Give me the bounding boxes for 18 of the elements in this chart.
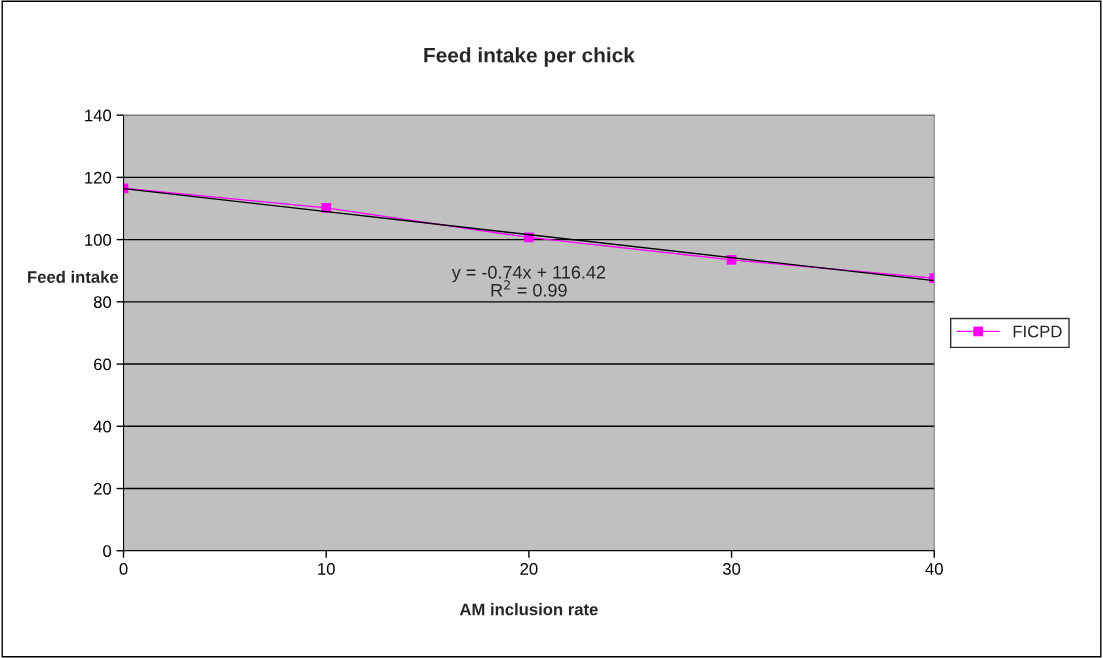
y-tick-label: 20 [94,482,112,495]
y-tick-label: 120 [85,171,112,184]
annotation: y = -0.74x + 116.42 R$^{2}$ = 0.99 [451,265,606,297]
chart-title: Feed intake per chick [424,47,635,67]
x-axis-title: AM inclusion rate [459,603,598,616]
y-tick-label: 80 [93,296,112,309]
y-tick-label: 60 [94,358,112,371]
y-axis-title: Feed intake [28,270,119,283]
y-tick-label: 0 [103,545,112,557]
x-tick-label: 10 [318,562,335,575]
legend-label: FICPD [1013,325,1062,338]
y-tick-label: 100 [85,234,112,246]
y-tick-label: 140 [85,109,112,122]
x-tick-label: 40 [925,562,943,575]
x-tick-label: 0 [119,562,128,575]
x-tick-label: 30 [722,562,741,575]
x-tick-label: 20 [520,562,538,575]
y-tick-label: 40 [93,420,112,433]
